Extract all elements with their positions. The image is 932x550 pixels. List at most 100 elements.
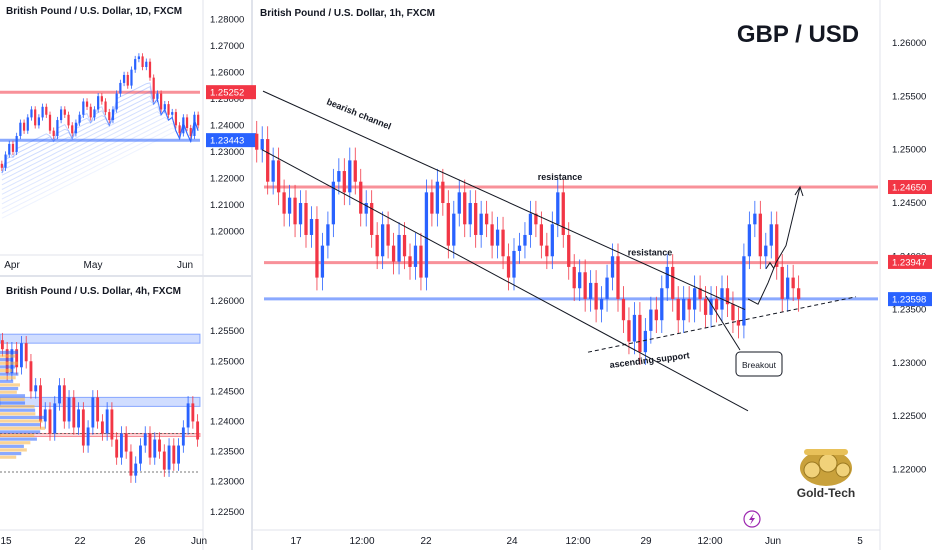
candle-body bbox=[457, 192, 461, 214]
volume-profile-bar bbox=[0, 455, 17, 459]
candle-body bbox=[490, 224, 494, 246]
candle-body bbox=[326, 224, 330, 246]
y-tick-label: 1.28000 bbox=[210, 14, 244, 25]
candle-body bbox=[632, 314, 637, 342]
y-tick-label: 1.23000 bbox=[210, 147, 244, 158]
volume-profile-bar bbox=[0, 419, 43, 423]
candle-body bbox=[578, 272, 582, 289]
y-tick-label: 1.22000 bbox=[892, 464, 926, 475]
y-tick-label: 1.22500 bbox=[892, 411, 926, 422]
projection-arrowhead bbox=[794, 185, 804, 197]
candle-body bbox=[676, 298, 680, 321]
x-tick-label: Jun bbox=[765, 536, 781, 547]
candle-body bbox=[120, 433, 123, 458]
candle-body bbox=[67, 114, 70, 126]
ribbon-line bbox=[1, 95, 199, 174]
volume-profile-bar bbox=[0, 441, 31, 445]
four-hour-chart-panel: British Pound / U.S. Dollar, 4h, FXCM 1.2… bbox=[0, 286, 244, 547]
candle-body bbox=[523, 234, 527, 246]
y-tick-label: 1.25000 bbox=[210, 94, 244, 105]
candle-body bbox=[67, 397, 71, 422]
candle-body bbox=[186, 403, 190, 428]
candle-body bbox=[185, 117, 189, 129]
candle-body bbox=[82, 101, 85, 115]
candle-body bbox=[5, 349, 9, 374]
candle-body bbox=[115, 93, 118, 110]
candle-body bbox=[77, 409, 80, 428]
y-tick-label: 1.25500 bbox=[892, 91, 926, 102]
candle-body bbox=[534, 213, 538, 225]
candle-body bbox=[506, 256, 511, 278]
candle-body bbox=[156, 93, 159, 99]
candle-body bbox=[588, 282, 593, 299]
candle-body bbox=[468, 203, 472, 225]
ribbon-line bbox=[1, 111, 199, 195]
x-tick-label: 26 bbox=[134, 536, 146, 547]
candle-body bbox=[780, 266, 784, 299]
pair-heading: GBP / USD bbox=[737, 21, 859, 48]
candle-body bbox=[370, 203, 374, 235]
lightning-icon[interactable] bbox=[743, 510, 761, 528]
x-tick-label: 12:00 bbox=[697, 536, 722, 547]
candle-body bbox=[364, 203, 368, 214]
volume-profile-bar bbox=[0, 365, 16, 369]
candle-body bbox=[539, 224, 544, 246]
candle-body bbox=[501, 229, 505, 257]
volume-profile-bar bbox=[0, 444, 24, 448]
candle-body bbox=[298, 203, 303, 225]
ribbon-line bbox=[1, 90, 199, 174]
y-tick-label: 1.20000 bbox=[210, 226, 244, 237]
candle-body bbox=[96, 397, 100, 422]
candle-body bbox=[153, 439, 157, 458]
candle-body bbox=[119, 82, 122, 94]
zone bbox=[0, 333, 201, 344]
price-label-bg bbox=[206, 85, 256, 100]
volume-profile-bar bbox=[0, 415, 44, 420]
y-tick-label: 1.24000 bbox=[210, 120, 244, 131]
candle-body bbox=[100, 96, 103, 102]
candle-body bbox=[74, 122, 78, 134]
candle-body bbox=[391, 245, 396, 262]
y-tick-label: 1.22500 bbox=[210, 507, 244, 518]
candle-body bbox=[71, 125, 74, 134]
y-tick-label: 1.21000 bbox=[210, 200, 244, 211]
candle-body bbox=[41, 106, 44, 118]
candle-body bbox=[266, 139, 270, 182]
candle-body bbox=[19, 122, 22, 136]
ribbon-line bbox=[1, 118, 199, 210]
candle-body bbox=[517, 245, 522, 251]
candle-body bbox=[380, 224, 385, 257]
y-tick-label: 1.24500 bbox=[210, 386, 244, 397]
candle-body bbox=[375, 234, 379, 257]
candle-body bbox=[197, 114, 200, 126]
daily-chart-panel: British Pound / U.S. Dollar, 1D, FXCM 1.2… bbox=[0, 6, 256, 271]
candle-body bbox=[435, 181, 440, 214]
price-label-bg bbox=[888, 292, 932, 307]
candle-body bbox=[72, 397, 76, 428]
chart-title: British Pound / U.S. Dollar, 1D, FXCM bbox=[6, 6, 182, 17]
candle-body bbox=[34, 385, 38, 392]
candle-body bbox=[89, 106, 92, 118]
candle-body bbox=[627, 320, 631, 342]
candle-body bbox=[124, 433, 128, 452]
candle-body bbox=[495, 229, 500, 246]
candle-body bbox=[671, 266, 675, 299]
candle-body bbox=[463, 192, 467, 225]
candle-body bbox=[134, 463, 138, 476]
candle-body bbox=[545, 245, 549, 257]
candle-body bbox=[122, 74, 126, 83]
y-tick-label: 1.24000 bbox=[210, 416, 244, 427]
price-label-bg bbox=[888, 180, 932, 195]
breakout-box bbox=[735, 351, 783, 377]
volume-profile-bar bbox=[0, 361, 19, 365]
candle-body bbox=[158, 439, 161, 452]
ribbon-line bbox=[1, 118, 199, 214]
candle-body bbox=[775, 224, 779, 267]
candle-body bbox=[0, 340, 4, 350]
projection-path bbox=[747, 186, 801, 305]
candle-body bbox=[419, 245, 423, 278]
candle-body bbox=[621, 298, 626, 321]
candle-body bbox=[474, 203, 478, 235]
volume-profile-bar bbox=[0, 376, 16, 380]
